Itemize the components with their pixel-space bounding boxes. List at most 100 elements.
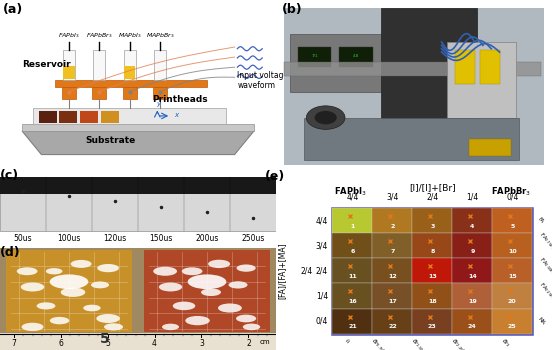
Bar — [373, 208, 412, 233]
Bar — [63, 50, 75, 80]
Text: 11: 11 — [348, 274, 357, 279]
Bar — [480, 50, 500, 84]
Text: 21: 21 — [348, 324, 357, 329]
Text: (b): (b) — [282, 4, 302, 16]
Text: MAPbBr$_3$: MAPbBr$_3$ — [485, 349, 531, 350]
Bar — [284, 62, 541, 76]
Text: 2: 2 — [390, 224, 395, 229]
Text: 0/4: 0/4 — [316, 316, 328, 326]
Bar — [373, 258, 412, 284]
Circle shape — [162, 284, 179, 290]
Polygon shape — [22, 131, 254, 155]
Text: [I]/[I]+[Br]: [I]/[I]+[Br] — [409, 183, 455, 192]
Text: 4/4: 4/4 — [346, 193, 359, 202]
Text: FAPbBr$_3$: FAPbBr$_3$ — [86, 32, 113, 40]
Bar — [0, 177, 46, 194]
Text: (c): (c) — [0, 169, 19, 182]
Text: 0/4: 0/4 — [506, 193, 518, 202]
Bar — [298, 47, 331, 67]
Bar — [332, 308, 373, 334]
Circle shape — [306, 106, 345, 130]
Bar — [60, 111, 77, 122]
Bar — [138, 177, 184, 194]
Polygon shape — [22, 124, 254, 131]
Circle shape — [16, 267, 38, 275]
Text: MA: MA — [537, 316, 545, 326]
Text: 200us: 200us — [195, 234, 219, 243]
Text: FAPbI$_3$: FAPbI$_3$ — [58, 32, 80, 40]
Circle shape — [159, 322, 182, 331]
Circle shape — [155, 267, 175, 275]
Text: MAPbI$_3$: MAPbI$_3$ — [334, 349, 371, 350]
Text: FA$_{0.25}$MA$_{0.75}$: FA$_{0.25}$MA$_{0.75}$ — [537, 281, 552, 311]
Circle shape — [235, 314, 257, 323]
Bar — [230, 177, 276, 194]
Bar — [332, 208, 373, 233]
Text: 22: 22 — [388, 324, 397, 329]
Circle shape — [183, 268, 201, 275]
Bar — [0, 248, 276, 334]
Text: 3: 3 — [199, 339, 204, 348]
Circle shape — [236, 264, 256, 272]
Text: 5: 5 — [100, 332, 110, 346]
Bar — [452, 308, 492, 334]
Text: 25: 25 — [508, 324, 517, 329]
Circle shape — [34, 301, 58, 310]
Text: 3/4: 3/4 — [316, 241, 328, 250]
Text: 7: 7 — [12, 339, 16, 348]
Text: cm: cm — [259, 339, 270, 345]
Circle shape — [22, 323, 43, 331]
Text: FA: FA — [537, 217, 544, 225]
Text: $I_3$: $I_3$ — [342, 336, 352, 346]
Bar — [492, 284, 532, 308]
Bar — [492, 308, 532, 334]
Bar — [101, 111, 119, 122]
Text: 8: 8 — [430, 249, 434, 254]
Text: 4/4: 4/4 — [316, 216, 328, 225]
Bar — [55, 80, 207, 88]
Text: 250us: 250us — [241, 234, 265, 243]
Text: 5: 5 — [105, 339, 110, 348]
Text: $y$: $y$ — [156, 100, 162, 109]
Bar — [412, 233, 452, 258]
Circle shape — [239, 322, 264, 331]
Text: (d): (d) — [0, 246, 20, 259]
Text: $Br_{0.75}I_{2.25}$: $Br_{0.75}I_{2.25}$ — [369, 336, 392, 350]
Bar — [39, 111, 56, 122]
Circle shape — [210, 260, 229, 267]
Circle shape — [44, 267, 64, 275]
Text: 4: 4 — [470, 224, 475, 229]
Bar — [412, 208, 452, 233]
Bar — [332, 233, 373, 258]
Circle shape — [315, 111, 337, 124]
Bar — [92, 177, 138, 194]
Bar — [153, 88, 167, 99]
Bar — [412, 258, 452, 284]
Text: 4.8: 4.8 — [353, 54, 359, 58]
Bar — [124, 66, 135, 79]
Bar — [452, 284, 492, 308]
Bar — [154, 50, 166, 80]
Circle shape — [99, 265, 118, 272]
Text: 150us: 150us — [149, 234, 173, 243]
Text: 17: 17 — [388, 299, 397, 304]
Text: (e): (e) — [265, 170, 285, 183]
Text: 19: 19 — [468, 299, 477, 304]
Circle shape — [69, 259, 93, 268]
Text: $x$: $x$ — [174, 111, 181, 119]
Bar — [452, 208, 492, 233]
Text: 18: 18 — [428, 299, 437, 304]
Bar — [63, 66, 75, 79]
Text: 4: 4 — [152, 339, 157, 348]
Bar — [373, 308, 412, 334]
Text: 14: 14 — [468, 274, 477, 279]
Text: Printheads: Printheads — [152, 96, 208, 105]
Bar — [93, 88, 106, 99]
Bar — [332, 208, 532, 334]
Text: 10: 10 — [508, 249, 517, 254]
Bar — [332, 284, 373, 308]
Circle shape — [63, 288, 83, 296]
Text: 6: 6 — [59, 339, 63, 348]
Text: (a): (a) — [3, 4, 23, 16]
Circle shape — [228, 281, 248, 289]
